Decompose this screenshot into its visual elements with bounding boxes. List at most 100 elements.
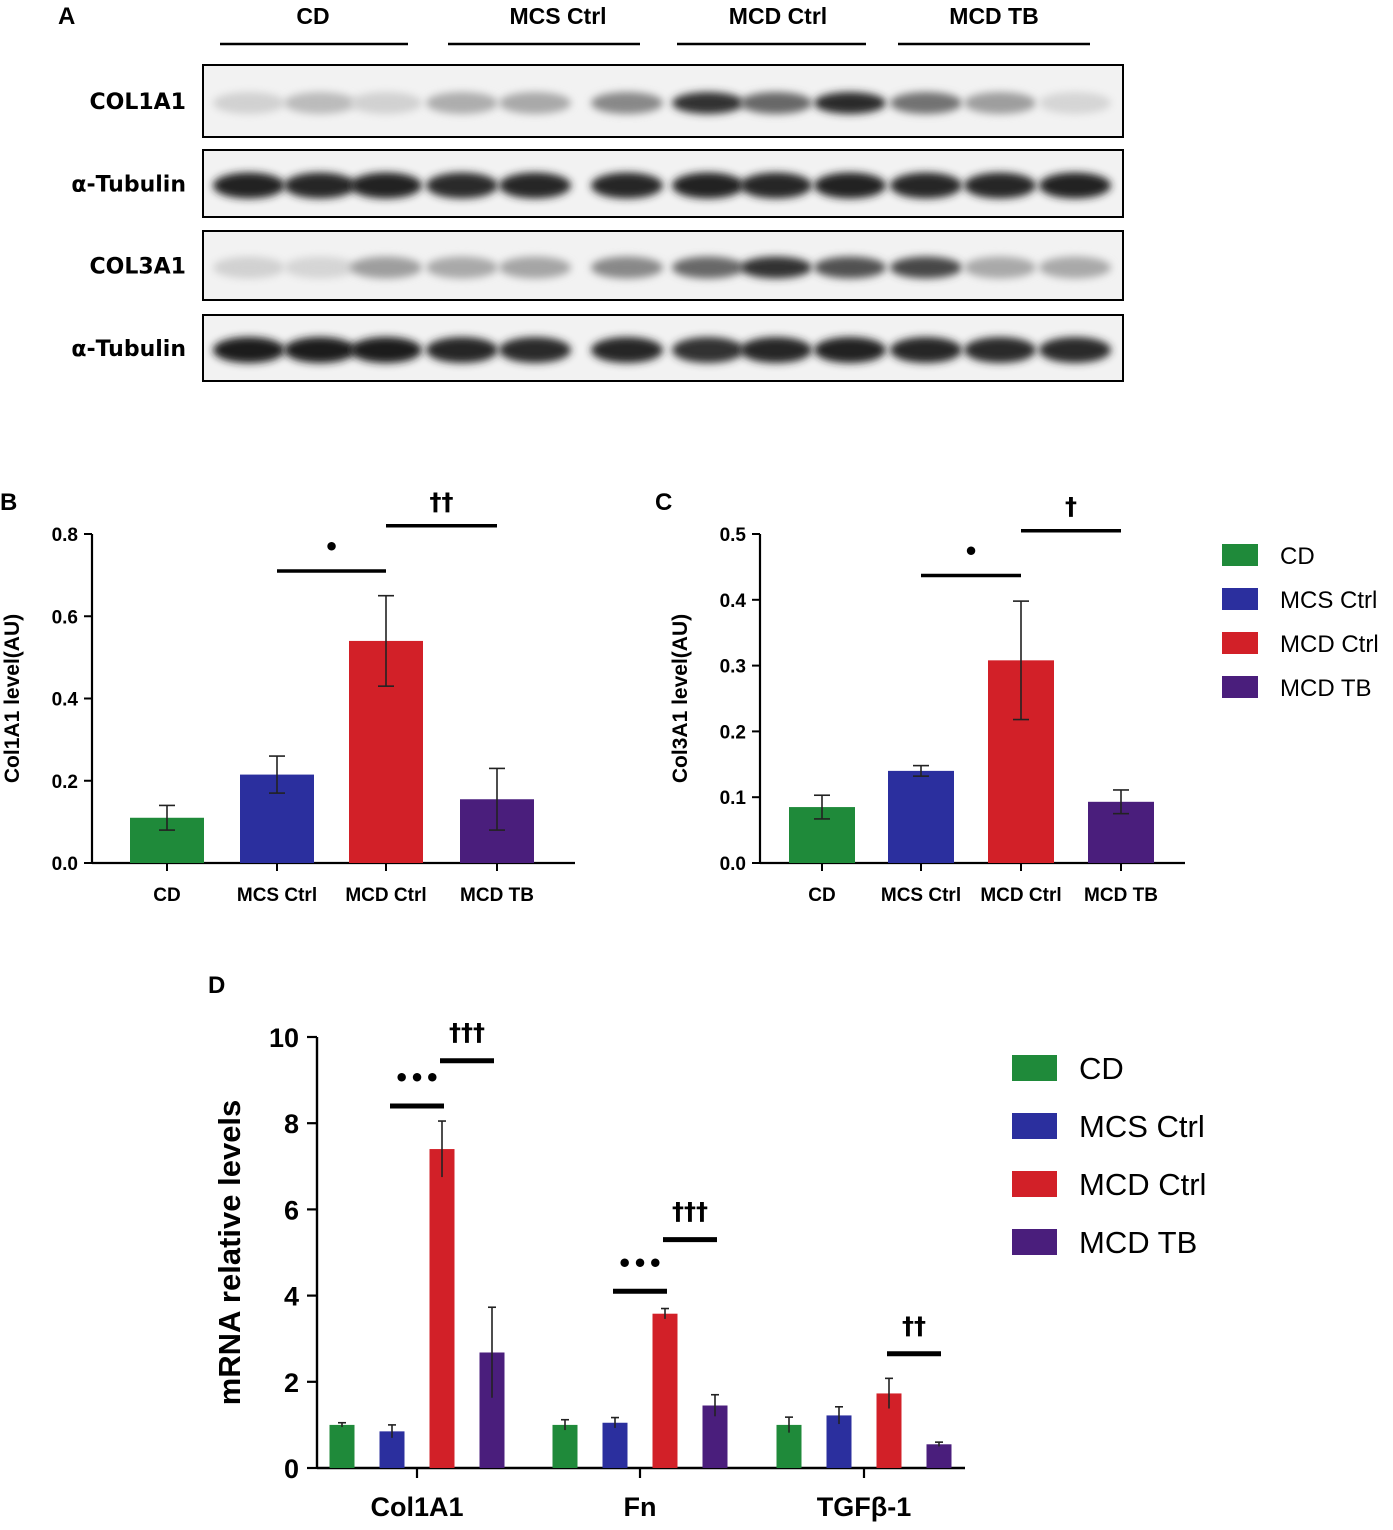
blot-band xyxy=(814,337,886,363)
blot-group-headers: CD MCS Ctrl MCD Ctrl MCD TB xyxy=(220,3,1090,46)
legend-c-swatch-mcs-ctrl xyxy=(1222,588,1258,610)
blot-band xyxy=(964,172,1036,199)
blot-row-label: COL1A1 xyxy=(89,90,186,115)
blot-row-col1a1-0: COL1A1 xyxy=(89,64,1124,138)
legend-d-swatch-cd xyxy=(1012,1055,1057,1081)
blot-band xyxy=(890,92,962,114)
panel-b-y-tick-label: 0.8 xyxy=(52,525,78,546)
blot-band xyxy=(350,172,422,199)
legend-c-label-mcs-ctrl: MCS Ctrl xyxy=(1280,587,1377,614)
panel-d: D 0 2 4 6 8 10 mRNA relative levels Col1A1 Fn TGF… xyxy=(208,972,965,1522)
blot-band xyxy=(1039,337,1111,363)
legend-c-swatch-mcd-tb xyxy=(1222,676,1258,698)
blot-band xyxy=(591,172,663,199)
panel-c-y-tick-label: 0.5 xyxy=(720,525,747,546)
blot-row-label: α-Tubulin xyxy=(71,173,186,198)
panel-d-label: D xyxy=(208,972,225,999)
legend-d-swatch-mcd-tb xyxy=(1012,1229,1057,1255)
panel-b: B 0.0 0.2 0.4 0.6 0.8 Col1A1 level(AU) CD MCS C… xyxy=(0,488,575,906)
panel-c-significance-mark: † xyxy=(1065,493,1077,521)
legend-d-swatch-mcd-ctrl xyxy=(1012,1171,1057,1197)
blot-band xyxy=(672,92,744,114)
panel-c-x-tick-label: MCD Ctrl xyxy=(980,885,1061,906)
panel-b-x-tick-label: MCD Ctrl xyxy=(345,885,426,906)
panel-d-y-tick-label: 10 xyxy=(269,1023,299,1053)
panel-a: A CD MCS Ctrl MCD Ctrl MCD TB COL1A1 α-Tu… xyxy=(58,3,1124,382)
blot-band xyxy=(591,256,663,279)
panel-c-y-tick-label: 0.1 xyxy=(720,788,747,809)
blot-band xyxy=(213,337,285,363)
legend-d-swatch-mcs-ctrl xyxy=(1012,1113,1057,1139)
legend-c-label-cd: CD xyxy=(1280,543,1315,570)
panel-d-significance-mark: ††† xyxy=(449,1019,485,1047)
legend-d-label-mcs-ctrl: MCS Ctrl xyxy=(1079,1109,1205,1144)
blot-band xyxy=(964,337,1036,363)
panel-b-x-tick-label: MCS Ctrl xyxy=(237,885,317,906)
blot-band xyxy=(740,172,812,199)
blot-band xyxy=(890,337,962,363)
blot-band xyxy=(350,256,422,279)
panel-c-y-tick-label: 0.0 xyxy=(720,854,746,875)
blot-band xyxy=(499,92,571,114)
panel-c-bar-mcs-ctrl xyxy=(888,770,954,863)
legend-c-label-mcd-tb: MCD TB xyxy=(1280,675,1372,702)
blot-band xyxy=(1039,92,1111,114)
blot-header-mcd-tb: MCD TB xyxy=(949,3,1038,29)
blot-band xyxy=(499,337,571,363)
blot-band xyxy=(284,337,356,363)
blot-band xyxy=(284,172,356,199)
panel-d-bar-col1a1-cd xyxy=(329,1424,355,1468)
panel-b-significance-mark: • xyxy=(324,533,339,561)
blot-band xyxy=(740,92,812,114)
blot-band xyxy=(284,92,356,114)
blot-row-tubulin-1: α-Tubulin xyxy=(71,149,1124,218)
blot-band xyxy=(591,92,663,114)
panel-d-bar-fn-mcd-ctrl xyxy=(652,1313,678,1468)
panel-d-bar-fn-cd xyxy=(552,1424,578,1468)
blot-band xyxy=(426,172,498,199)
blot-band xyxy=(213,92,285,114)
panel-d-y-tick-label: 4 xyxy=(284,1282,299,1312)
panel-b-y-axis-title: Col1A1 level(AU) xyxy=(1,614,24,783)
blot-band xyxy=(740,337,812,363)
panel-b-label: B xyxy=(0,489,17,516)
blot-band xyxy=(964,256,1036,279)
panel-b-y-tick-label: 0.0 xyxy=(52,854,78,875)
blot-band xyxy=(350,92,422,114)
panel-c-x-tick-label: MCS Ctrl xyxy=(881,885,961,906)
legend-c-swatch-cd xyxy=(1222,544,1258,566)
panel-d-bar-tgf-1-mcs-ctrl xyxy=(826,1415,852,1468)
panel-c-x-tick-label: MCD TB xyxy=(1084,885,1158,906)
panel-d-significance-mark: ••• xyxy=(617,1249,663,1277)
panel-d-bar-fn-mcs-ctrl xyxy=(602,1422,628,1468)
blot-band xyxy=(426,256,498,279)
blot-row-col3a1-2: COL3A1 xyxy=(89,230,1124,301)
panel-d-significance-mark: ••• xyxy=(394,1064,440,1092)
panel-d-x-tick-label: Col1A1 xyxy=(370,1492,463,1522)
blot-band xyxy=(814,92,886,114)
panel-c-y-axis-title: Col3A1 level(AU) xyxy=(669,614,692,783)
blot-header-mcd-ctrl: MCD Ctrl xyxy=(729,3,827,29)
blot-band xyxy=(350,337,422,363)
panel-d-bar-col1a1-mcd-ctrl xyxy=(429,1149,455,1468)
panel-c-label: C xyxy=(655,489,672,516)
panel-d-bar-tgf-1-mcd-tb xyxy=(926,1444,952,1468)
panel-d-y-tick-label: 8 xyxy=(284,1109,299,1139)
panel-d-y-axis-title: mRNA relative levels xyxy=(212,1100,247,1406)
blot-band xyxy=(740,256,812,279)
legend-panel-c: CD MCS Ctrl MCD Ctrl MCD TB xyxy=(1222,543,1379,702)
panel-d-x-tick-label: Fn xyxy=(624,1492,657,1522)
blot-rows: COL1A1 α-Tubulin COL3A1 α-Tubulin xyxy=(71,64,1124,382)
blot-band xyxy=(890,172,962,199)
panel-d-y-tick-label: 6 xyxy=(284,1195,299,1225)
panel-b-y-tick-label: 0.4 xyxy=(52,690,79,711)
blot-band xyxy=(814,256,886,279)
panel-b-significance-mark: †† xyxy=(430,488,454,516)
panel-b-x-tick-label: CD xyxy=(153,885,180,906)
panel-d-x-tick-label: TGFβ-1 xyxy=(817,1492,911,1522)
blot-band xyxy=(213,256,285,279)
blot-band xyxy=(284,256,356,279)
panel-c-significance-mark: • xyxy=(963,537,978,565)
blot-header-cd: CD xyxy=(296,3,329,29)
